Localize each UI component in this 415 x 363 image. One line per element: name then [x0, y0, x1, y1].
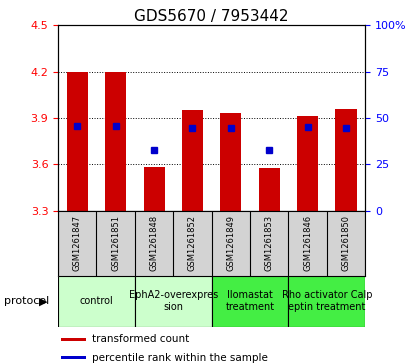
Text: GSM1261853: GSM1261853 — [265, 215, 274, 271]
Text: GSM1261846: GSM1261846 — [303, 215, 312, 271]
Bar — [335, 109, 356, 211]
Text: percentile rank within the sample: percentile rank within the sample — [92, 352, 268, 363]
Text: control: control — [80, 296, 113, 306]
Text: GSM1261847: GSM1261847 — [73, 215, 82, 271]
Text: GSM1261852: GSM1261852 — [188, 215, 197, 271]
Text: protocol: protocol — [4, 296, 49, 306]
Bar — [182, 110, 203, 211]
Text: EphA2-overexpres
sion: EphA2-overexpres sion — [129, 290, 218, 312]
Bar — [67, 72, 88, 211]
Bar — [61, 356, 86, 359]
Bar — [105, 72, 126, 211]
Title: GDS5670 / 7953442: GDS5670 / 7953442 — [134, 9, 289, 24]
Text: GSM1261851: GSM1261851 — [111, 215, 120, 271]
Bar — [135, 276, 212, 327]
Bar — [58, 276, 135, 327]
Bar — [297, 117, 318, 211]
Text: GSM1261849: GSM1261849 — [226, 215, 235, 271]
Text: GSM1261848: GSM1261848 — [149, 215, 159, 271]
Text: GSM1261850: GSM1261850 — [342, 215, 351, 271]
Text: transformed count: transformed count — [92, 334, 189, 344]
Text: ▶: ▶ — [39, 296, 48, 306]
Bar — [144, 167, 165, 211]
Bar — [220, 113, 242, 211]
Bar — [61, 338, 86, 341]
Bar — [288, 276, 365, 327]
Text: Rho activator Calp
eptin treatment: Rho activator Calp eptin treatment — [281, 290, 372, 312]
Text: Ilomastat
treatment: Ilomastat treatment — [225, 290, 275, 312]
Bar — [259, 168, 280, 211]
Bar — [212, 276, 288, 327]
